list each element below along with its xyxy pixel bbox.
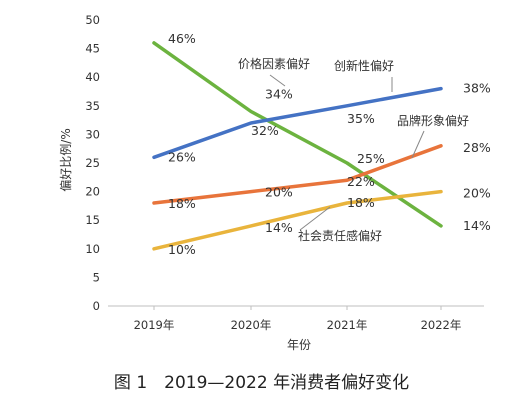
- data-labels: 46% 34% 25% 14% 26% 32% 35% 38% 18% 20% 22% 28% 10% 1…: [168, 31, 491, 257]
- x-tick-label: 2020年: [231, 318, 272, 332]
- data-label: 28%: [463, 140, 491, 155]
- data-label: 20%: [463, 186, 491, 201]
- data-label: 18%: [347, 195, 375, 210]
- data-label: 26%: [168, 149, 196, 164]
- data-label: 34%: [265, 87, 293, 102]
- x-tick-label: 2021年: [327, 318, 368, 332]
- y-axis-title: 偏好比例/%: [58, 128, 73, 191]
- series-callout-line: [299, 206, 331, 231]
- figure-caption: 图 1 2019—2022 年消费者偏好变化: [113, 373, 410, 393]
- data-label: 20%: [265, 185, 293, 200]
- y-tick-label: 25: [85, 156, 100, 170]
- y-tick-label: 40: [85, 70, 100, 84]
- y-tick-label: 20: [85, 185, 100, 199]
- x-tick-label: 2019年: [134, 318, 175, 332]
- series-callout-line: [411, 130, 425, 159]
- series-line-1: [152, 41, 443, 228]
- y-tick-label: 45: [85, 42, 100, 56]
- data-label: 32%: [251, 123, 279, 138]
- data-label: 46%: [168, 31, 196, 46]
- line-chart: 0 5 10 15 20 25 30 35 40 45 50 2019年 2020年 2021年 2022年…: [58, 13, 491, 352]
- x-axis-title: 年份: [287, 338, 311, 352]
- y-tick-label: 0: [93, 299, 100, 313]
- data-label: 14%: [463, 218, 491, 233]
- series-name-label: 社会责任感偏好: [298, 228, 382, 243]
- data-label: 38%: [463, 81, 491, 96]
- x-tick-label: 2022年: [421, 318, 462, 332]
- data-label: 14%: [265, 220, 293, 235]
- data-label: 18%: [168, 196, 196, 211]
- data-label: 22%: [347, 174, 375, 189]
- chart-axes: 0 5 10 15 20 25 30 35 40 45 50 2019年 2020年 2021年 2022年: [85, 13, 484, 332]
- y-tick-label: 50: [85, 13, 100, 27]
- series-line-3: [152, 144, 443, 205]
- series-line-2: [152, 86, 443, 160]
- series-name-label: 价格因素偏好: [238, 56, 310, 71]
- y-tick-label: 15: [85, 213, 100, 227]
- y-tick-label: 30: [85, 127, 100, 141]
- series-callout-line: [269, 74, 286, 87]
- data-label: 25%: [357, 151, 385, 166]
- y-tick-label: 10: [85, 242, 100, 256]
- series-line-4: [152, 189, 443, 251]
- data-label: 35%: [347, 111, 375, 126]
- y-tick-label: 35: [85, 99, 100, 113]
- series-lines: [152, 41, 443, 251]
- series-name-label: 创新性偏好: [334, 58, 394, 73]
- series-name-label: 品牌形象偏好: [397, 113, 469, 128]
- y-tick-label: 5: [93, 270, 100, 284]
- data-label: 10%: [168, 242, 196, 257]
